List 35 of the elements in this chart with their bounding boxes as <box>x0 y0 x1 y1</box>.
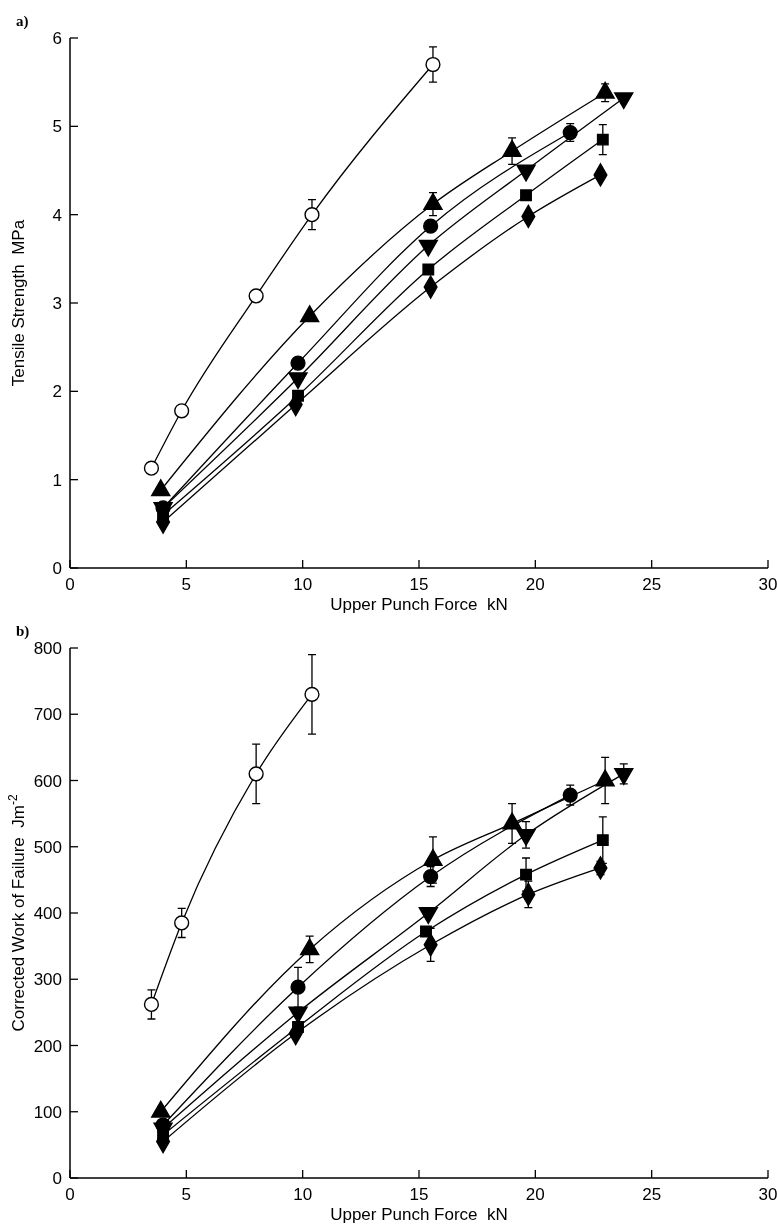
y-tick-label: 2 <box>52 382 62 402</box>
y-tick-label: 5 <box>52 117 62 137</box>
x-axis-title: Upper Punch Force kN <box>330 1205 508 1224</box>
y-tick-label: 6 <box>52 29 62 48</box>
y-axis-title: Tensile Strength MPa <box>9 219 28 387</box>
y-tick-label: 1 <box>52 470 62 490</box>
x-tick-label: 30 <box>758 1185 777 1204</box>
x-tick-label: 0 <box>65 1185 75 1204</box>
x-axis-title: Upper Punch Force kN <box>330 595 508 614</box>
y-tick-label: 100 <box>33 1102 62 1122</box>
y-tick-label: 3 <box>52 294 62 313</box>
y-tick-label: 4 <box>52 205 62 225</box>
y-tick-label: 0 <box>52 1169 62 1188</box>
x-tick-label: 10 <box>293 575 313 594</box>
x-tick-label: 30 <box>758 575 777 594</box>
x-tick-label: 20 <box>525 1185 545 1204</box>
x-tick-label: 20 <box>525 575 545 594</box>
y-tick-label: 200 <box>33 1036 62 1056</box>
x-tick-label: 25 <box>642 1185 662 1204</box>
y-tick-label: 400 <box>33 904 62 923</box>
x-tick-label: 15 <box>409 575 429 594</box>
y-tick-label: 700 <box>33 705 62 725</box>
y-tick-label: 600 <box>33 771 62 791</box>
x-tick-label: 10 <box>293 1185 313 1204</box>
x-tick-label: 25 <box>642 575 662 594</box>
x-tick-label: 0 <box>65 575 75 594</box>
y-tick-label: 0 <box>52 559 62 578</box>
x-tick-label: 5 <box>181 1185 192 1204</box>
y-tick-label: 300 <box>33 970 62 990</box>
x-tick-label: 5 <box>181 575 192 594</box>
x-tick-label: 15 <box>409 1185 429 1204</box>
y-tick-label: 500 <box>33 837 62 857</box>
y-tick-label: 800 <box>33 639 62 658</box>
chart-title: b) <box>16 623 30 640</box>
chart-title: a) <box>16 13 29 30</box>
